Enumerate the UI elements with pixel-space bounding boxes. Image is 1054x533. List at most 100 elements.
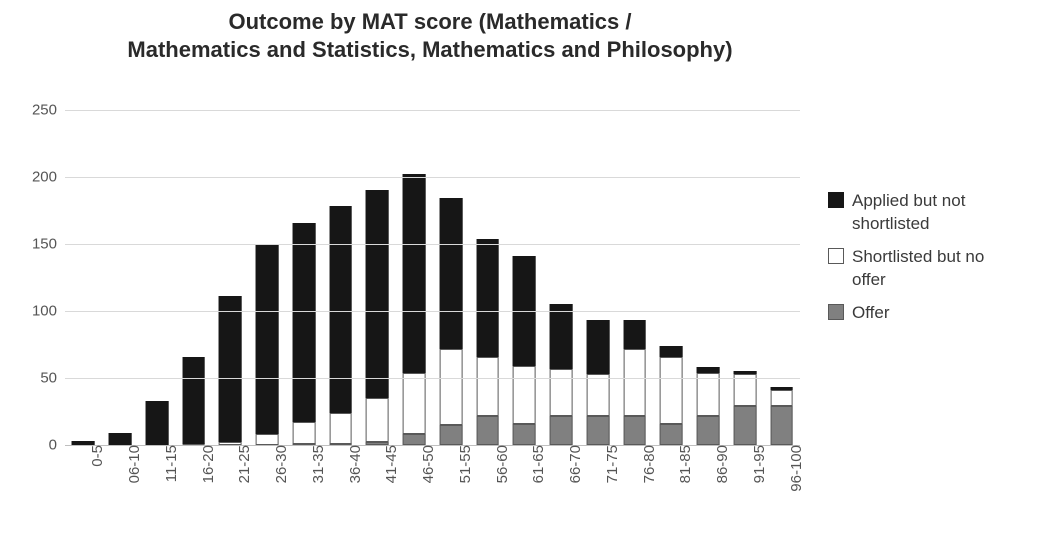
bar-segment [586,374,609,416]
bar-segment [660,357,683,424]
bar-segment [292,422,315,443]
bar-segment [329,206,352,412]
bar-segment [329,413,352,444]
x-tick-label: 86-90 [714,445,731,483]
bar-segment [733,406,756,445]
bar-slot: 06-10 [102,110,139,445]
x-tick-label: 11-15 [163,445,180,482]
bar-segment [697,373,720,416]
bar-segment [550,369,573,416]
bar-segment [513,424,536,445]
bar-slot: 26-30 [249,110,286,445]
x-tick-label: 0-5 [89,445,106,467]
bar-slot: 61-65 [506,110,543,445]
x-tick-label: 56-60 [494,445,511,483]
bar-segment [476,416,499,445]
bar-segment [439,349,462,425]
bar-slot: 16-20 [175,110,212,445]
legend-label: Shortlisted but no offer [852,246,1022,292]
gridline [65,311,800,312]
x-tick-label: 16-20 [200,445,217,483]
bar-segment [476,239,499,357]
bar-segment [145,401,168,445]
bar-segment [550,416,573,445]
bar-slot: 36-40 [322,110,359,445]
x-tick-label: 66-70 [567,445,584,483]
x-tick-label: 46-50 [420,445,437,483]
bar-segment [586,416,609,445]
bar-slot: 21-25 [212,110,249,445]
x-tick-label: 26-30 [273,445,290,483]
bar-segment [623,320,646,348]
bar-segment [697,416,720,445]
y-tick-label: 250 [32,102,65,119]
legend-item: Shortlisted but no offer [828,246,1038,292]
bar-segment [513,366,536,424]
legend-item: Applied but not shortlisted [828,190,1038,236]
legend: Applied but not shortlisted Shortlisted b… [828,190,1038,335]
bar-segment [109,433,132,445]
x-tick-label: 41-45 [383,445,400,483]
bar-segment [256,434,279,445]
bar-segment [733,371,756,374]
bar-segment [182,357,205,444]
x-tick-label: 81-85 [677,445,694,483]
bar-segment [403,174,426,372]
x-tick-label: 21-25 [236,445,253,483]
gridline [65,244,800,245]
chart-title-line2: Mathematics and Statistics, Mathematics … [127,37,732,62]
bar-segment [623,416,646,445]
chart-title-line1: Outcome by MAT score (Mathematics / [228,9,631,34]
plot-area: 0-506-1011-1516-2021-2526-3031-3536-4041… [65,110,800,446]
bar-slot: 56-60 [469,110,506,445]
bar-segment [366,398,389,442]
bar-segment [476,357,499,416]
y-tick-label: 150 [32,236,65,253]
bar-segment [550,304,573,368]
bar-segment [660,346,683,357]
x-tick-label: 61-65 [530,445,547,483]
bar-segment [403,373,426,435]
bar-segment [256,244,279,434]
x-tick-label: 51-55 [457,445,474,483]
x-tick-label: 31-35 [310,445,327,483]
gridline [65,177,800,178]
x-tick-label: 91-95 [751,445,768,483]
bar-segment [770,406,793,445]
legend-item: Offer [828,302,1038,325]
bar-segment [586,320,609,374]
x-tick-label: 76-80 [641,445,658,483]
bar-slot: 66-70 [543,110,580,445]
chart-container: Outcome by MAT score (Mathematics / Math… [0,0,1054,533]
bar-segment [623,349,646,416]
bar-segment [403,434,426,445]
bar-slot: 71-75 [580,110,617,445]
x-tick-label: 06-10 [126,445,143,483]
legend-label: Applied but not shortlisted [852,190,1022,236]
bar-segment [697,367,720,372]
gridline [65,110,800,111]
bar-segment [292,223,315,423]
x-tick-label: 71-75 [604,445,621,483]
bar-slot: 96-100 [763,110,800,445]
legend-swatch [828,248,844,264]
bar-slot: 91-95 [727,110,764,445]
bar-segment [439,425,462,445]
bar-segment [770,387,793,390]
bar-slot: 11-15 [139,110,176,445]
y-tick-label: 50 [40,370,65,387]
gridline [65,378,800,379]
bar-slot: 86-90 [690,110,727,445]
legend-swatch [828,304,844,320]
y-tick-label: 0 [49,437,65,454]
bar-slot: 0-5 [65,110,102,445]
bar-slot: 41-45 [359,110,396,445]
bar-slot: 31-35 [286,110,323,445]
bar-segment [770,390,793,406]
y-tick-label: 200 [32,169,65,186]
bar-segment [366,190,389,398]
bar-segment [439,198,462,348]
bars-layer: 0-506-1011-1516-2021-2526-3031-3536-4041… [65,110,800,445]
legend-swatch [828,192,844,208]
bar-segment [219,296,242,442]
